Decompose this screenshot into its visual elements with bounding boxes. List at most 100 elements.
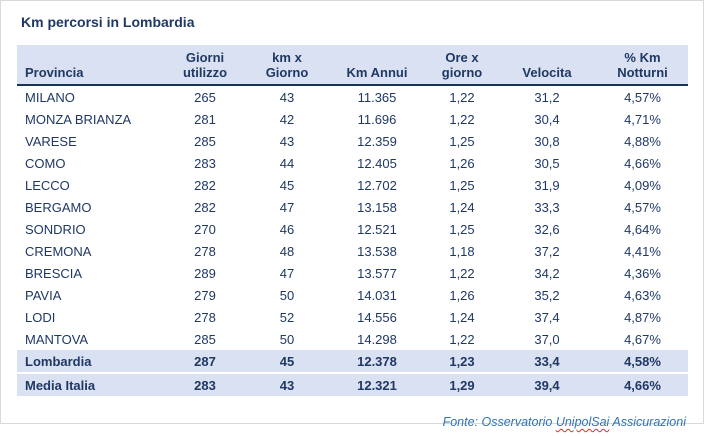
table-header-row: Provincia Giorni utilizzo km x Giorno Km… [17,45,688,86]
cell-giorni-utilizzo: 287 [194,353,216,369]
cell-km-annui: 12.321 [357,377,397,393]
cell-giorni-utilizzo: 278 [194,309,216,325]
cell-km-notturni: 4,57% [624,199,661,215]
cell-km-annui: 12.702 [357,177,397,193]
report-page: Km percorsi in Lombardia Provincia Giorn… [1,14,703,436]
col-header-velocita: Velocita [522,65,572,81]
cell-km-giorno: 46 [279,221,295,237]
cell-provincia: BRESCIA [25,265,83,281]
cell-km-notturni: 4,87% [624,309,661,325]
km-percorsi-table: Provincia Giorni utilizzo km x Giorno Km… [17,45,688,396]
source-note-suffix: Assicurazioni [609,415,686,429]
cell-km-notturni: 4,66% [624,377,661,393]
cell-giorni-utilizzo: 282 [194,199,216,215]
cell-velocita: 32,6 [534,221,560,237]
table-total-row-media-italia: Media Italia 283 43 12.321 1,29 39,4 4,6… [17,372,688,396]
cell-provincia: LODI [25,309,56,325]
cell-ore-giorno: 1,25 [449,177,475,193]
cell-velocita: 37,4 [534,309,560,325]
cell-provincia: CREMONA [25,243,92,259]
cell-velocita: 33,4 [534,353,560,369]
page-title: Km percorsi in Lombardia [21,14,195,30]
col-header-ore-giorno: Ore x giorno [441,49,483,81]
cell-giorni-utilizzo: 270 [194,221,216,237]
cell-velocita: 31,2 [534,89,560,105]
cell-km-giorno: 42 [279,111,295,127]
cell-km-giorno: 45 [279,177,295,193]
table-row-brescia: BRESCIA 289 47 13.577 1,22 34,2 4,36% [17,262,688,284]
table-row-sondrio: SONDRIO 270 46 12.521 1,25 32,6 4,64% [17,218,688,240]
col-header-km-annui: Km Annui [346,65,408,81]
cell-ore-giorno: 1,25 [449,221,475,237]
cell-ore-giorno: 1,26 [449,287,475,303]
cell-km-annui: 12.378 [357,353,397,369]
cell-giorni-utilizzo: 282 [194,177,216,193]
cell-km-notturni: 4,67% [624,331,661,347]
cell-km-annui: 14.031 [357,287,397,303]
cell-km-notturni: 4,41% [624,243,661,259]
cell-km-notturni: 4,66% [624,155,661,171]
cell-km-giorno: 45 [279,353,295,369]
cell-ore-giorno: 1,29 [449,377,475,393]
cell-velocita: 33,3 [534,199,560,215]
cell-ore-giorno: 1,25 [449,133,475,149]
cell-velocita: 31,9 [534,177,560,193]
cell-ore-giorno: 1,24 [449,199,475,215]
cell-provincia: COMO [25,155,66,171]
cell-km-giorno: 43 [279,133,295,149]
cell-km-notturni: 4,58% [624,353,661,369]
cell-velocita: 37,2 [534,243,560,259]
cell-provincia: BERGAMO [25,199,92,215]
cell-provincia: Lombardia [25,353,92,369]
table-row-mantova: MANTOVA 285 50 14.298 1,22 37,0 4,67% [17,328,688,350]
cell-velocita: 30,5 [534,155,560,171]
cell-giorni-utilizzo: 285 [194,133,216,149]
source-note-prefix: Fonte: Osservatorio [442,415,556,429]
cell-km-annui: 13.538 [357,243,397,259]
cell-km-giorno: 44 [279,155,295,171]
table-row-pavia: PAVIA 279 50 14.031 1,26 35,2 4,63% [17,284,688,306]
table-row-monza-brianza: MONZA BRIANZA 281 42 11.696 1,22 30,4 4,… [17,108,688,130]
cell-ore-giorno: 1,22 [449,265,475,281]
col-header-km-notturni: % Km Notturni [617,49,668,81]
cell-giorni-utilizzo: 265 [194,89,216,105]
table-row-bergamo: BERGAMO 282 47 13.158 1,24 33,3 4,57% [17,196,688,218]
cell-km-notturni: 4,71% [624,111,661,127]
cell-ore-giorno: 1,23 [449,353,475,369]
cell-velocita: 34,2 [534,265,560,281]
cell-ore-giorno: 1,22 [449,331,475,347]
cell-provincia: VARESE [25,133,77,149]
col-header-km-giorno: km x Giorno [265,49,309,81]
cell-giorni-utilizzo: 278 [194,243,216,259]
cell-velocita: 35,2 [534,287,560,303]
cell-km-notturni: 4,63% [624,287,661,303]
cell-ore-giorno: 1,26 [449,155,475,171]
cell-km-annui: 14.298 [357,331,397,347]
cell-km-giorno: 43 [279,89,295,105]
cell-velocita: 30,8 [534,133,560,149]
cell-km-annui: 12.359 [357,133,397,149]
cell-ore-giorno: 1,24 [449,309,475,325]
table-row-como: COMO 283 44 12.405 1,26 30,5 4,66% [17,152,688,174]
col-header-giorni-utilizzo: Giorni utilizzo [182,49,228,81]
cell-giorni-utilizzo: 283 [194,155,216,171]
cell-km-annui: 14.556 [357,309,397,325]
table-row-cremona: CREMONA 278 48 13.538 1,18 37,2 4,41% [17,240,688,262]
cell-km-annui: 12.405 [357,155,397,171]
cell-km-notturni: 4,09% [624,177,661,193]
cell-km-annui: 11.696 [357,111,397,127]
cell-km-giorno: 48 [279,243,295,259]
cell-provincia: MILANO [25,89,75,105]
table-row-lodi: LODI 278 52 14.556 1,24 37,4 4,87% [17,306,688,328]
source-note-unipolsai: UnipolSai [555,415,610,429]
cell-giorni-utilizzo: 279 [194,287,216,303]
cell-provincia: PAVIA [25,287,62,303]
cell-provincia: LECCO [25,177,70,193]
cell-km-annui: 13.577 [357,265,397,281]
cell-giorni-utilizzo: 281 [194,111,216,127]
cell-km-giorno: 43 [279,377,295,393]
cell-km-annui: 11.365 [357,89,397,105]
cell-km-notturni: 4,88% [624,133,661,149]
source-note: Fonte: Osservatorio UnipolSai Assicurazi… [443,415,686,429]
cell-ore-giorno: 1,22 [449,111,475,127]
